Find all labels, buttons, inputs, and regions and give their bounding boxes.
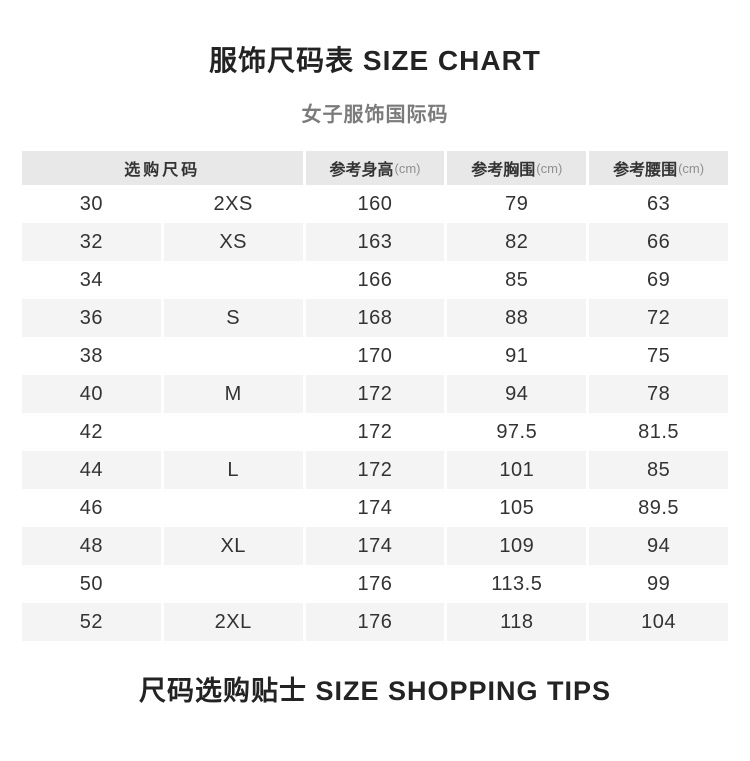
cell-size-letter: S <box>163 299 303 337</box>
table-row: 36 S 168 88 72 <box>22 299 728 337</box>
table-row: 34 166 85 69 <box>22 261 728 299</box>
cell-waist: 72 <box>589 299 728 337</box>
table-row: 38 170 91 75 <box>22 337 728 375</box>
cell-waist: 89.5 <box>589 489 728 527</box>
header-label: 参考胸围 <box>471 162 536 179</box>
footer-title: 尺码选购贴士 SIZE SHOPPING TIPS <box>138 676 612 706</box>
cell-waist: 63 <box>589 185 728 223</box>
cell-waist: 66 <box>589 223 728 261</box>
cell-size-num: 44 <box>22 451 161 489</box>
table-row: 32 XS 163 82 66 <box>22 223 728 261</box>
cell-height: 174 <box>305 489 445 527</box>
table-row: 48 XL 174 109 94 <box>22 527 728 565</box>
cell-waist: 85 <box>589 451 728 489</box>
cell-size-num: 30 <box>22 185 161 223</box>
cell-height: 168 <box>305 299 445 337</box>
cell-size-num: 40 <box>22 375 161 413</box>
header-cell-bust: 参考胸围 (cm) <box>447 151 587 185</box>
cell-height: 172 <box>305 375 445 413</box>
table-header-row: 选购尺码 参考身高 (cm) 参考胸围 (cm) 参考腰围 (cm) <box>22 151 728 185</box>
header-unit: (cm) <box>536 160 563 176</box>
cell-size-letter: L <box>163 451 303 489</box>
cell-height: 170 <box>305 337 445 375</box>
header-unit: (cm) <box>394 160 421 176</box>
table-row: 42 172 97.5 81.5 <box>22 413 728 451</box>
cell-waist: 69 <box>589 261 728 299</box>
cell-size-num: 42 <box>22 413 161 451</box>
cell-height: 172 <box>305 413 445 451</box>
cell-waist: 104 <box>589 603 728 641</box>
cell-size-letter <box>163 489 303 527</box>
cell-size-letter <box>163 261 303 299</box>
table-row: 50 176 113.5 99 <box>22 565 728 603</box>
cell-size-letter: XL <box>163 527 303 565</box>
table-body: 30 2XS 160 79 63 32 XS 163 82 66 34 166 … <box>22 185 728 641</box>
cell-bust: 105 <box>447 489 587 527</box>
header-cell-height: 参考身高 (cm) <box>305 151 445 185</box>
cell-size-num: 48 <box>22 527 161 565</box>
cell-size-letter <box>163 413 303 451</box>
cell-size-letter: 2XL <box>163 603 303 641</box>
cell-bust: 91 <box>447 337 587 375</box>
cell-bust: 79 <box>447 185 587 223</box>
page-subtitle: 女子服饰国际码 <box>301 104 449 126</box>
table-row: 40 M 172 94 78 <box>22 375 728 413</box>
cell-height: 176 <box>305 603 445 641</box>
cell-height: 163 <box>305 223 445 261</box>
cell-size-num: 38 <box>22 337 161 375</box>
cell-bust: 97.5 <box>447 413 587 451</box>
header-cell-size-group: 选购尺码 <box>22 151 303 185</box>
cell-bust: 118 <box>447 603 587 641</box>
cell-size-num: 36 <box>22 299 161 337</box>
table-row: 44 L 172 101 85 <box>22 451 728 489</box>
cell-waist: 81.5 <box>589 413 728 451</box>
header-cell-waist: 参考腰围 (cm) <box>589 151 728 185</box>
cell-size-num: 34 <box>22 261 161 299</box>
cell-size-letter: XS <box>163 223 303 261</box>
table-row: 30 2XS 160 79 63 <box>22 185 728 223</box>
cell-size-letter <box>163 565 303 603</box>
cell-bust: 101 <box>447 451 587 489</box>
cell-waist: 75 <box>589 337 728 375</box>
cell-bust: 113.5 <box>447 565 587 603</box>
header-unit: (cm) <box>678 160 705 176</box>
cell-size-letter <box>163 337 303 375</box>
size-chart-table: 选购尺码 参考身高 (cm) 参考胸围 (cm) 参考腰围 (cm) 30 2XS 1… <box>22 151 728 641</box>
cell-bust: 85 <box>447 261 587 299</box>
header-label: 参考身高 <box>329 162 394 179</box>
cell-size-num: 50 <box>22 565 161 603</box>
cell-size-num: 32 <box>22 223 161 261</box>
cell-height: 174 <box>305 527 445 565</box>
cell-waist: 78 <box>589 375 728 413</box>
cell-size-num: 52 <box>22 603 161 641</box>
cell-bust: 82 <box>447 223 587 261</box>
cell-size-num: 46 <box>22 489 161 527</box>
table-row: 52 2XL 176 118 104 <box>22 603 728 641</box>
cell-size-letter: 2XS <box>163 185 303 223</box>
cell-waist: 94 <box>589 527 728 565</box>
cell-bust: 94 <box>447 375 587 413</box>
page-title: 服饰尺码表 SIZE CHART <box>209 45 541 76</box>
cell-waist: 99 <box>589 565 728 603</box>
cell-height: 166 <box>305 261 445 299</box>
cell-bust: 109 <box>447 527 587 565</box>
cell-height: 172 <box>305 451 445 489</box>
cell-size-letter: M <box>163 375 303 413</box>
table-row: 46 174 105 89.5 <box>22 489 728 527</box>
header-label: 参考腰围 <box>613 162 678 179</box>
cell-bust: 88 <box>447 299 587 337</box>
cell-height: 176 <box>305 565 445 603</box>
cell-height: 160 <box>305 185 445 223</box>
